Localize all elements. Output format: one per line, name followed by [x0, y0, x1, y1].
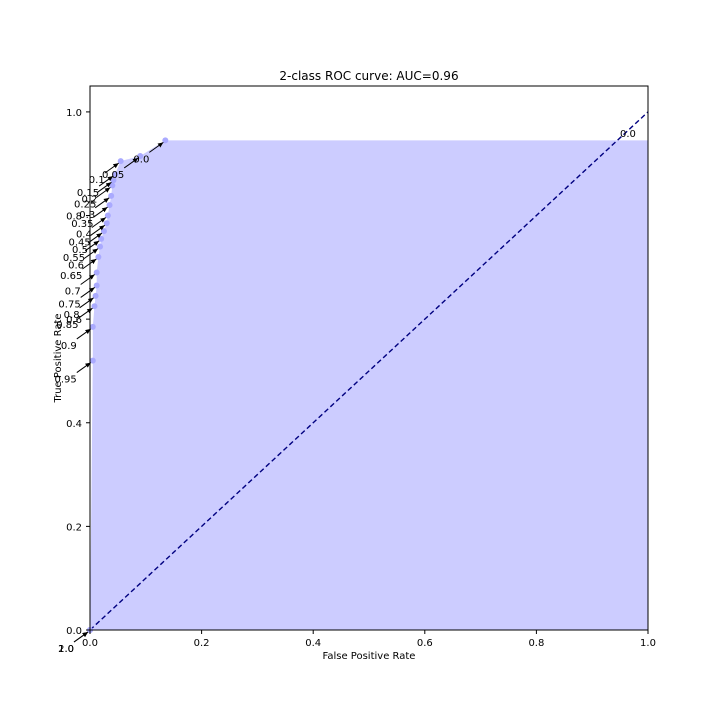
roc-point	[117, 158, 124, 165]
threshold-arrow	[93, 206, 108, 218]
threshold-arrow	[97, 181, 112, 193]
threshold-arrow	[98, 175, 114, 187]
threshold-label-end: 0.0	[620, 129, 636, 140]
x-tick-label: 0.0	[82, 638, 98, 649]
threshold-label: 0.5	[72, 245, 88, 256]
threshold-label: 0.75	[58, 299, 80, 310]
roc-point	[137, 152, 144, 159]
roc-point	[91, 303, 98, 310]
x-tick-label: 0.4	[305, 638, 321, 649]
threshold-label: 0.0	[133, 154, 149, 165]
threshold-arrow	[90, 224, 106, 236]
chance-diagonal-line	[89, 111, 649, 631]
roc-point	[89, 357, 96, 364]
roc-point	[93, 282, 100, 289]
x-axis-ticks: 0.0 0.2 0.4 0.6 0.8 1.0	[82, 630, 656, 649]
threshold-arrow	[96, 187, 111, 198]
threshold-label: 1.0	[58, 644, 74, 655]
threshold-label: 0.7	[65, 287, 81, 298]
threshold-arrow	[80, 287, 95, 298]
threshold-label: 0.1	[89, 175, 105, 186]
threshold-arrow	[79, 297, 94, 309]
y-axis-ticks: 0.00.20.40.60.81.0	[66, 108, 90, 637]
threshold-label: 0.2	[82, 194, 98, 205]
x-tick-label: 0.6	[417, 638, 433, 649]
roc-point	[92, 292, 99, 299]
threshold-arrow	[94, 197, 110, 209]
threshold-label: 0.85	[56, 320, 78, 331]
y-tick-label: 0.0	[66, 626, 82, 637]
y-axis-label: True Positive Rate	[53, 313, 64, 403]
threshold-arrow	[76, 362, 92, 373]
x-tick-label: 0.2	[194, 638, 210, 649]
threshold-label: 0.55	[63, 253, 85, 264]
roc-point	[162, 137, 169, 144]
threshold-arrow	[80, 274, 95, 285]
x-tick-label: 1.0	[640, 638, 656, 649]
y-tick-label: 0.6	[66, 315, 82, 326]
roc-point	[104, 212, 111, 219]
annotations-layer: 2.01.00.950.90.850.80.750.70.650.60.550.…	[55, 129, 636, 655]
threshold-label: 0.15	[77, 188, 99, 199]
plot-frame	[89, 85, 649, 631]
threshold-arrow	[82, 258, 97, 270]
auc-fill	[90, 140, 648, 630]
threshold-arrow	[104, 162, 119, 174]
threshold-label: 0.4	[76, 230, 92, 241]
roc-point	[112, 171, 119, 178]
threshold-label: 0.9	[61, 341, 77, 352]
roc-point	[93, 269, 100, 276]
y-tick-label: 0.4	[66, 419, 82, 430]
threshold-label: 0.25	[74, 199, 96, 210]
threshold-label: 0.65	[60, 271, 82, 282]
threshold-label: 2.0	[58, 644, 74, 655]
threshold-label: 0.6	[68, 261, 84, 272]
threshold-label: 0.45	[68, 237, 90, 248]
threshold-arrow	[149, 141, 164, 153]
chart-title: 2-class ROC curve: AUC=0.96	[279, 69, 458, 83]
points-layer	[87, 137, 169, 633]
threshold-label: 0.95	[55, 375, 77, 386]
diagonal-layer	[89, 111, 649, 631]
roc-point	[95, 253, 102, 260]
threshold-label: 0.35	[71, 219, 93, 230]
roc-point	[108, 192, 115, 199]
threshold-arrow	[83, 248, 99, 260]
x-axis-label: False Positive Rate	[323, 651, 416, 662]
y-tick-label: 0.2	[66, 522, 82, 533]
auc-fill-layer	[90, 140, 648, 630]
threshold-arrow	[91, 217, 107, 228]
y-tick-label: 1.0	[66, 108, 82, 119]
threshold-arrow	[73, 631, 89, 643]
roc-point	[106, 202, 113, 209]
threshold-arrow	[84, 240, 100, 252]
y-tick-label: 0.8	[66, 212, 82, 223]
roc-point	[89, 323, 96, 330]
threshold-arrow	[76, 328, 92, 340]
threshold-label: 0.8	[64, 310, 80, 321]
threshold-arrow	[123, 157, 139, 169]
x-tick-label: 0.8	[528, 638, 544, 649]
threshold-label: 0.05	[102, 170, 124, 181]
